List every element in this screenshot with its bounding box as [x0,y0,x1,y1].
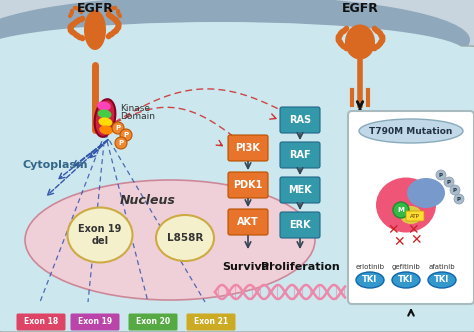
FancyBboxPatch shape [0,46,474,332]
Text: Survival: Survival [223,262,273,272]
Circle shape [450,185,460,195]
Text: AKT: AKT [237,217,259,227]
Text: PDK1: PDK1 [233,180,263,190]
Text: Domain: Domain [120,112,155,121]
Ellipse shape [407,178,445,208]
FancyArrowPatch shape [70,11,72,16]
Text: EGFR: EGFR [77,2,113,15]
Ellipse shape [25,180,315,300]
Text: P: P [123,132,128,138]
Text: RAS: RAS [289,115,311,125]
Ellipse shape [359,119,463,143]
Text: T790M Mutation: T790M Mutation [369,126,453,135]
Circle shape [112,122,124,134]
FancyBboxPatch shape [280,107,320,133]
FancyBboxPatch shape [228,135,268,161]
Text: Exon 20: Exon 20 [136,317,170,326]
FancyBboxPatch shape [406,211,424,221]
FancyBboxPatch shape [348,111,474,304]
FancyArrowPatch shape [118,11,120,16]
Text: PI3K: PI3K [236,143,260,153]
Ellipse shape [356,272,384,288]
FancyArrowPatch shape [109,8,115,12]
Text: TKI: TKI [434,276,450,285]
Ellipse shape [392,272,420,288]
Ellipse shape [428,272,456,288]
Ellipse shape [376,178,436,232]
FancyBboxPatch shape [17,313,65,330]
FancyBboxPatch shape [280,212,320,238]
Text: Kinase: Kinase [120,104,150,113]
Ellipse shape [99,118,112,126]
Circle shape [115,137,127,149]
FancyBboxPatch shape [228,172,268,198]
Text: Exon 19
del: Exon 19 del [78,224,122,246]
FancyBboxPatch shape [128,313,177,330]
Ellipse shape [67,208,133,263]
Text: erlotinib: erlotinib [356,264,384,270]
Text: ATP: ATP [410,213,420,218]
Ellipse shape [97,101,111,111]
Ellipse shape [0,22,465,82]
Text: P: P [439,173,443,178]
Ellipse shape [156,215,214,261]
Text: P: P [457,197,461,202]
FancyBboxPatch shape [186,313,236,330]
Text: ✕: ✕ [410,233,422,247]
Text: Proliferation: Proliferation [261,262,339,272]
Text: EGFR: EGFR [342,2,378,15]
Text: Exon 21: Exon 21 [194,317,228,326]
Text: Exon 19: Exon 19 [78,317,112,326]
Text: Exon 18: Exon 18 [24,317,58,326]
Circle shape [120,129,132,141]
FancyBboxPatch shape [228,209,268,235]
Text: RAF: RAF [289,150,311,160]
Ellipse shape [84,10,106,50]
Text: ✕: ✕ [393,235,405,249]
Ellipse shape [0,0,470,85]
Text: ✕: ✕ [407,223,419,237]
FancyBboxPatch shape [280,142,320,168]
Ellipse shape [95,99,115,137]
FancyBboxPatch shape [71,313,119,330]
Circle shape [393,202,409,218]
Text: TKI: TKI [363,276,378,285]
Ellipse shape [400,206,422,224]
Text: TKI: TKI [398,276,414,285]
Text: P: P [118,140,124,146]
Ellipse shape [99,125,113,134]
Ellipse shape [345,25,375,59]
Text: ERK: ERK [289,220,311,230]
FancyBboxPatch shape [280,177,320,203]
Text: afatinib: afatinib [428,264,456,270]
Circle shape [444,177,454,187]
Text: ✕: ✕ [387,223,399,237]
Text: P: P [453,188,457,193]
FancyArrowPatch shape [75,8,81,12]
Text: P: P [116,125,120,131]
Text: P: P [447,180,451,185]
Circle shape [436,170,446,180]
Text: M: M [398,207,404,213]
Text: L858R: L858R [167,233,203,243]
Text: Nucleus: Nucleus [120,194,176,207]
Ellipse shape [98,110,111,119]
Text: gefitinib: gefitinib [392,264,420,270]
Circle shape [454,194,464,204]
Text: MEK: MEK [288,185,312,195]
Text: Cytoplasm: Cytoplasm [22,160,88,170]
